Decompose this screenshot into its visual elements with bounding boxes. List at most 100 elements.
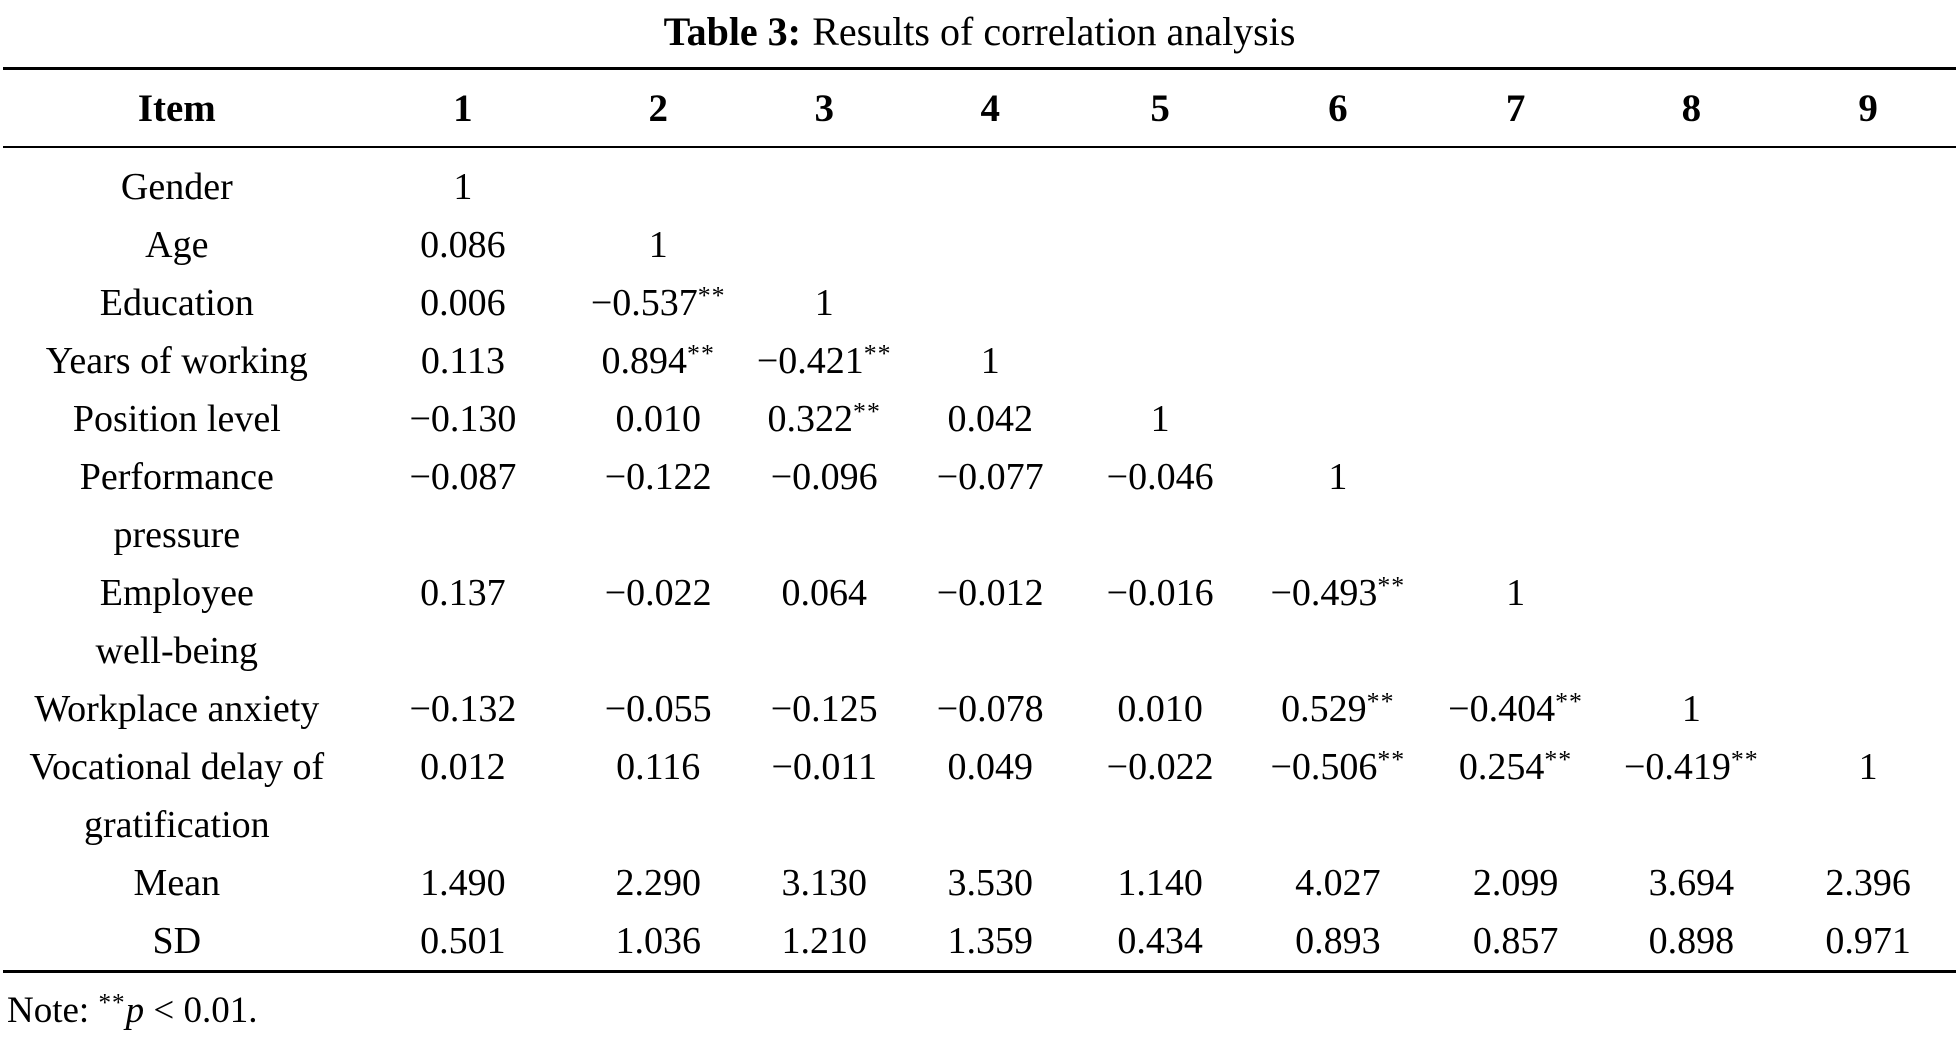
table-cell bbox=[1780, 448, 1956, 564]
table-cell: −0.132 bbox=[409, 688, 517, 730]
table-cell: −0.022 bbox=[1106, 746, 1214, 788]
table-cell: 1.140 bbox=[1117, 862, 1203, 904]
table-cell: 0.894** bbox=[601, 338, 715, 382]
table-cell bbox=[1247, 332, 1429, 390]
column-header-5: 5 bbox=[1073, 68, 1248, 148]
table-cell bbox=[1073, 147, 1247, 216]
row-label: Gender bbox=[120, 166, 233, 208]
table-cell: −0.537** bbox=[590, 280, 726, 324]
column-header-8: 8 bbox=[1602, 68, 1781, 148]
significance-stars: ** bbox=[1730, 744, 1759, 774]
table-cell bbox=[575, 147, 741, 216]
column-header-7: 7 bbox=[1428, 68, 1603, 148]
table-cell: −0.078 bbox=[936, 688, 1044, 730]
table-note: Note: **p < 0.01. bbox=[3, 988, 1956, 1034]
row-label: Workplace anxiety bbox=[34, 688, 320, 730]
significance-stars: ** bbox=[687, 338, 715, 368]
significance-stars: ** bbox=[1555, 686, 1583, 716]
table-cell: −0.421** bbox=[756, 338, 892, 382]
table-cell bbox=[907, 274, 1073, 332]
row-label: Performance pressure bbox=[79, 456, 274, 556]
table-cell: 0.254** bbox=[1458, 744, 1573, 788]
table-cell bbox=[1429, 274, 1603, 332]
table-cell: −0.012 bbox=[936, 572, 1044, 614]
table-cell: 0.086 bbox=[420, 224, 506, 266]
table-row: Employee well-being 0.137 −0.022 0.064 −0.012… bbox=[3, 564, 1956, 680]
table-cell: −0.022 bbox=[604, 572, 712, 614]
significance-stars: ** bbox=[863, 338, 892, 368]
row-label: Age bbox=[145, 224, 209, 266]
table-cell: 3.130 bbox=[781, 862, 867, 904]
table-cell bbox=[1429, 147, 1603, 216]
table-row: Vocational delay of gratification 0.012 0.1… bbox=[3, 738, 1956, 854]
table-cell: 0.010 bbox=[615, 398, 701, 440]
table-cell bbox=[1247, 147, 1429, 216]
table-cell bbox=[1780, 332, 1956, 390]
table-cell: 0.893 bbox=[1295, 920, 1381, 962]
row-label: SD bbox=[152, 920, 202, 962]
table-cell: 0.898 bbox=[1648, 920, 1735, 962]
note-significance-stars: ** bbox=[98, 989, 126, 1017]
table-cell: 0.529** bbox=[1281, 686, 1395, 730]
table-cell: 0.113 bbox=[420, 340, 505, 382]
column-header-6: 6 bbox=[1247, 68, 1429, 148]
table-cell: 4.027 bbox=[1295, 862, 1381, 904]
table-cell: 0.049 bbox=[947, 746, 1033, 788]
table-cell: −0.077 bbox=[936, 456, 1044, 498]
table-cell: 1.359 bbox=[947, 920, 1033, 962]
table-cell: −0.011 bbox=[771, 746, 877, 788]
row-label: Vocational delay of gratification bbox=[29, 746, 325, 846]
table-cell: −0.016 bbox=[1106, 572, 1214, 614]
table-cell: −0.419** bbox=[1623, 744, 1759, 788]
correlation-table: Item 1 2 3 4 5 6 7 8 9 Gender 1 Age 0.086 1 Education 0… bbox=[3, 67, 1956, 973]
table-cell: 2.290 bbox=[615, 862, 701, 904]
table-cell bbox=[741, 147, 907, 216]
table-caption-number: Table 3: bbox=[663, 9, 802, 54]
table-cell: 3.694 bbox=[1648, 862, 1735, 904]
table-cell: −0.122 bbox=[604, 456, 712, 498]
row-label: Employee well-being bbox=[95, 572, 259, 672]
table-cell bbox=[1602, 448, 1780, 564]
table-cell: 2.099 bbox=[1472, 862, 1559, 904]
column-header-1: 1 bbox=[350, 68, 576, 148]
table-row: Mean 1.490 2.290 3.130 3.530 1.140 4.027 2.099 3… bbox=[3, 854, 1956, 912]
table-cell bbox=[1780, 216, 1956, 274]
table-cell bbox=[1602, 332, 1780, 390]
table-header: Item 1 2 3 4 5 6 7 8 9 bbox=[3, 68, 1956, 148]
table-cell: 0.116 bbox=[616, 746, 701, 788]
table-cell bbox=[907, 216, 1073, 274]
significance-stars: ** bbox=[1544, 744, 1573, 774]
column-header-item: Item bbox=[3, 68, 351, 148]
table-cell bbox=[1429, 448, 1603, 564]
table-cell bbox=[1780, 564, 1956, 680]
table-cell: 0.042 bbox=[947, 398, 1033, 440]
table-cell: 0.434 bbox=[1117, 920, 1203, 962]
significance-stars: ** bbox=[1377, 570, 1406, 600]
table-cell bbox=[1073, 274, 1247, 332]
table-cell: −0.055 bbox=[604, 688, 712, 730]
table-cell bbox=[1602, 274, 1780, 332]
table-header-row: Item 1 2 3 4 5 6 7 8 9 bbox=[3, 68, 1956, 148]
table-cell bbox=[741, 216, 907, 274]
table-cell bbox=[1429, 216, 1603, 274]
table-cell bbox=[1602, 564, 1780, 680]
row-label: Position level bbox=[72, 398, 281, 440]
table-cell bbox=[1073, 216, 1247, 274]
note-p-symbol: p bbox=[125, 990, 145, 1031]
table-cell bbox=[1247, 390, 1429, 448]
table-cell: 1 bbox=[1681, 688, 1701, 730]
table-row: Age 0.086 1 bbox=[3, 216, 1956, 274]
table-row: Years of working 0.113 0.894** −0.421** 1 bbox=[3, 332, 1956, 390]
table-cell: 1.210 bbox=[781, 920, 867, 962]
column-header-2: 2 bbox=[575, 68, 742, 148]
table-cell: 0.137 bbox=[420, 572, 506, 614]
table-row: Gender 1 bbox=[3, 147, 1956, 216]
table-caption-text: Results of correlation analysis bbox=[812, 9, 1296, 54]
significance-stars: ** bbox=[853, 396, 881, 426]
table-row: Performance pressure −0.087 −0.122 −0.096 −0.… bbox=[3, 448, 1956, 564]
note-prefix: Note: bbox=[7, 990, 99, 1031]
table-row: SD 0.501 1.036 1.210 1.359 0.434 0.893 0.857 0.8… bbox=[3, 912, 1956, 972]
table-cell: 0.322** bbox=[767, 396, 881, 440]
table-cell: 0.971 bbox=[1825, 920, 1911, 962]
